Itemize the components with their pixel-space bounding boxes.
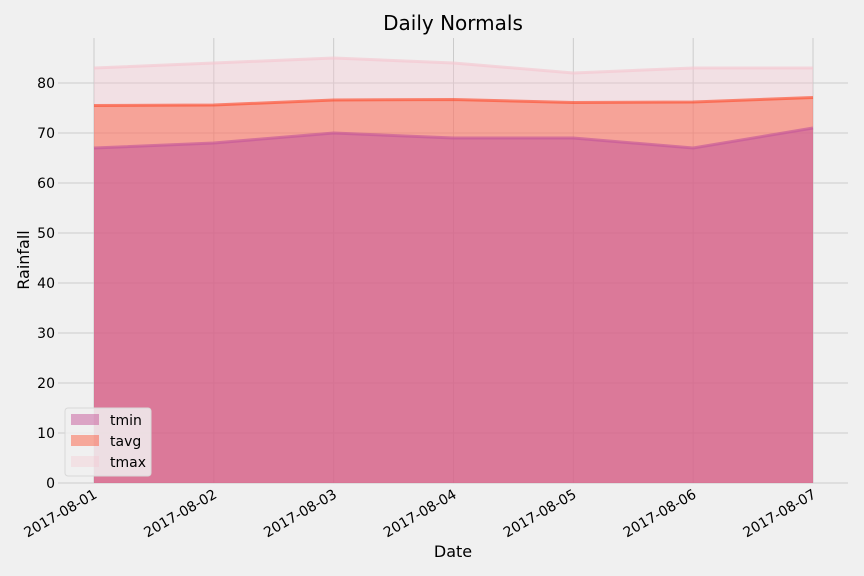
y-tick-label: 0	[46, 476, 55, 492]
y-tick-label: 40	[37, 276, 55, 292]
line-tmax	[93, 56, 813, 75]
x-axis-label: Date	[434, 542, 472, 561]
legend-label-tmin: tmin	[110, 413, 142, 429]
y-tick-label: 80	[37, 76, 55, 92]
y-tick-label: 60	[37, 176, 55, 192]
y-axis-ticks: 0 10 20 30 40 50 60 70 80	[37, 76, 55, 492]
y-tick-label: 10	[37, 426, 55, 442]
legend-swatch-tmax	[71, 456, 99, 467]
line-tmin	[93, 126, 814, 150]
y-tick-label: 50	[37, 226, 55, 242]
y-tick-label: 30	[37, 326, 55, 342]
line-tavg	[93, 96, 814, 107]
legend-swatch-tmin	[71, 414, 99, 425]
y-tick-label: 70	[37, 126, 55, 142]
chart-title: Daily Normals	[383, 11, 523, 35]
legend-label-tmax: tmax	[110, 455, 146, 471]
y-tick-label: 20	[37, 376, 55, 392]
plot-areas	[93, 56, 814, 483]
legend-swatch-tavg	[71, 435, 99, 446]
legend-label-tavg: tavg	[110, 434, 141, 450]
legend: tmin tavg tmax	[64, 407, 152, 477]
y-axis-label: Rainfall	[14, 230, 33, 289]
area-tmin	[94, 128, 813, 483]
